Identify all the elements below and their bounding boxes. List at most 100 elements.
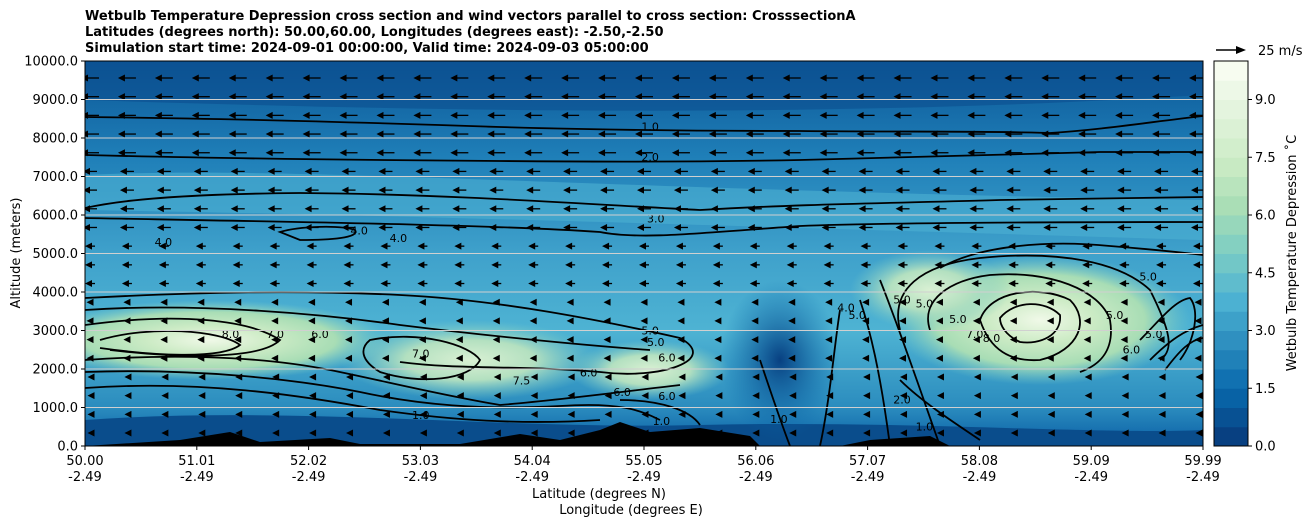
wind-vector-head [899, 298, 907, 306]
wind-vector-head [493, 429, 501, 437]
wind-vector-head [234, 336, 242, 344]
wind-vector-head [900, 429, 908, 437]
wind-vector-head [530, 429, 538, 437]
wind-vector-head [1004, 93, 1012, 101]
wind-vector-head [267, 167, 275, 175]
dry-region [340, 320, 600, 400]
wind-vector-head [856, 111, 864, 119]
wind-vector-head [308, 317, 316, 325]
x-tick-label-lat: 59.99 [1184, 454, 1221, 469]
wind-vector-head [1046, 336, 1054, 344]
wind-vector-head [782, 149, 790, 157]
x-tick-label-lon: -2.49 [1186, 470, 1220, 485]
wind-vector-head [417, 242, 425, 250]
wind-vector-head [819, 149, 827, 157]
wind-vector-head [1082, 280, 1090, 288]
wind-vector-head [228, 111, 236, 119]
wind-vector-head [123, 336, 131, 344]
wind-vector-head [154, 74, 162, 82]
x-tick-label-lon: -2.49 [963, 470, 997, 485]
wind-vector-head [117, 111, 125, 119]
wind-vector-head [566, 298, 574, 306]
wind-vector-head [1010, 429, 1018, 437]
contour-label: 4.0 [390, 232, 408, 245]
wind-vector-head [234, 298, 242, 306]
wind-vector-head [967, 111, 975, 119]
wind-vector-head [1158, 410, 1166, 418]
wind-vector-head [1078, 149, 1086, 157]
wind-vector-head [600, 186, 608, 194]
colorbar-segment [1214, 118, 1248, 139]
contour-label: 5.0 [1145, 328, 1163, 341]
colorbar-segment [1214, 369, 1248, 389]
wind-vector-head [191, 93, 199, 101]
wind-vector-head [272, 410, 280, 418]
wind-vector-head [309, 429, 317, 437]
wind-vector-head [197, 298, 205, 306]
wind-vector-head [265, 130, 273, 138]
wind-vector-head [1121, 392, 1129, 400]
wind-vector-head [198, 373, 206, 381]
wind-vector-head [345, 354, 353, 362]
wind-vector-head [526, 167, 534, 175]
wind-vector-head [819, 93, 827, 101]
wind-vector-head [529, 354, 537, 362]
wind-vector-head [673, 205, 681, 213]
wind-vector-head [158, 261, 166, 269]
wind-vector-head [306, 242, 314, 250]
wind-vector-head [382, 392, 390, 400]
y-tick-label: 1000.0 [33, 401, 79, 416]
wind-vector-head [418, 298, 426, 306]
wind-vector-head [788, 317, 796, 325]
wind-vector-head [1041, 74, 1049, 82]
contour-line [277, 225, 357, 241]
wind-vector-head [272, 392, 280, 400]
wind-vector-head [1078, 130, 1086, 138]
terrain [85, 422, 950, 446]
wind-vector-head [677, 317, 685, 325]
wind-vector-head [1120, 354, 1128, 362]
wind-vector-head [602, 261, 610, 269]
wind-vector-head [1152, 74, 1160, 82]
colorbar-segment [1214, 349, 1248, 370]
wind-vector-head [195, 280, 203, 288]
wind-vector-head [1195, 410, 1203, 418]
wind-vector-head [376, 149, 384, 157]
x-axis: 50.00-2.4951.01-2.4952.02-2.4953.03-2.49… [66, 446, 1222, 485]
x-axis-label-latitude: Latitude (degrees N) [532, 487, 666, 502]
wind-vector-head [1115, 130, 1123, 138]
wind-vector-head [117, 130, 125, 138]
colorbar-segment [1214, 176, 1248, 197]
wind-vector-head [565, 261, 573, 269]
wind-vector-head [708, 130, 716, 138]
wind-vector-head [639, 261, 646, 269]
wind-vector-head [85, 149, 88, 157]
wind-vector-head [782, 130, 790, 138]
wind-vector-head [745, 74, 753, 82]
wind-vector-head [1004, 74, 1012, 82]
x-tick-label-lon: -2.49 [292, 470, 326, 485]
wind-vector-head [85, 261, 92, 269]
wind-vector-head [604, 429, 612, 437]
wind-vector-head [971, 280, 979, 288]
wind-vector-head [858, 186, 866, 194]
wind-vector-head [972, 336, 980, 344]
wind-vector-head [863, 373, 871, 381]
wind-vector-head [973, 373, 981, 381]
wind-vector-head [198, 410, 206, 418]
wind-vector-head [598, 74, 606, 82]
wind-vector-head [1195, 429, 1203, 437]
wind-vector-head [306, 280, 314, 288]
wind-vector-head [346, 429, 354, 437]
wind-vector-head [1189, 130, 1196, 138]
wind-vector-head [710, 167, 718, 175]
wind-key-arrow-icon [1236, 46, 1246, 54]
wind-vector-head [600, 167, 608, 175]
colorbar-tick-label: 1.5 [1255, 382, 1276, 397]
wind-vector-head [1156, 261, 1164, 269]
wind-vector-head [749, 242, 757, 250]
wind-vector-head [1194, 317, 1202, 325]
wind-vector-head [85, 111, 88, 119]
wind-vector-head [378, 223, 386, 231]
